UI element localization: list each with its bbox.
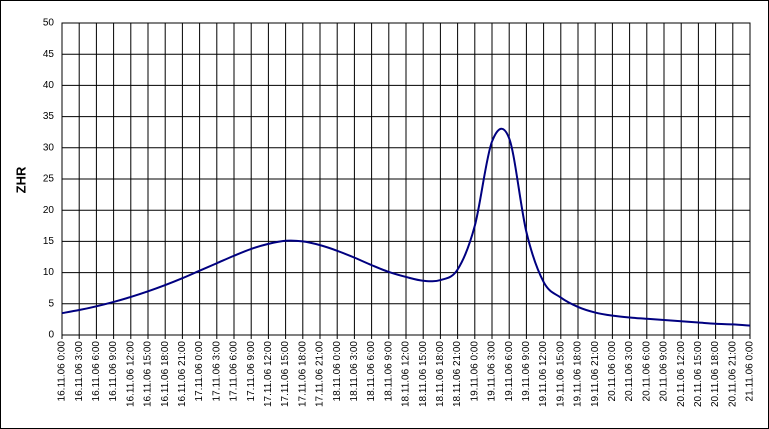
x-tick-label: 16.11.06 3:00	[74, 341, 85, 402]
x-tick-label: 16.11.06 12:00	[125, 341, 136, 407]
x-tick-label: 20.11.06 0:00	[607, 341, 618, 402]
y-tick-label: 15	[43, 236, 55, 247]
x-tick-label: 19.11.06 9:00	[521, 341, 532, 402]
x-tick-label: 17.11.06 3:00	[211, 341, 222, 402]
y-tick-label: 45	[43, 49, 55, 60]
x-tick-label: 18.11.06 6:00	[366, 341, 377, 402]
x-tick-label: 18.11.06 3:00	[349, 341, 360, 402]
x-tick-label: 18.11.06 21:00	[452, 341, 463, 407]
y-tick-label: 0	[48, 330, 54, 341]
y-tick-label: 5	[48, 298, 54, 309]
x-tick-label: 18.11.06 18:00	[435, 341, 446, 407]
x-tick-label: 18.11.06 9:00	[383, 341, 394, 402]
y-tick-label: 40	[43, 80, 55, 91]
x-tick-label: 16.11.06 21:00	[177, 341, 188, 407]
y-tick-label: 35	[43, 111, 55, 122]
x-tick-label: 17.11.06 6:00	[229, 341, 240, 402]
x-tick-label: 19.11.06 0:00	[469, 341, 480, 402]
x-tick-label: 19.11.06 15:00	[555, 341, 566, 407]
x-tick-label: 17.11.06 0:00	[194, 341, 205, 402]
x-tick-label: 20.11.06 6:00	[641, 341, 652, 402]
x-tick-label: 17.11.06 21:00	[315, 341, 326, 407]
y-axis-label: ZHR	[13, 166, 28, 193]
x-tick-label: 20.11.06 3:00	[624, 341, 635, 402]
y-tick-label: 50	[43, 18, 55, 29]
x-tick-label: 18.11.06 15:00	[418, 341, 429, 407]
plot-frame	[61, 22, 751, 336]
x-tick-label: 21.11.06 0:00	[745, 341, 756, 402]
x-tick-label: 18.11.06 0:00	[332, 341, 343, 402]
x-tick-label: 17.11.06 12:00	[263, 341, 274, 407]
x-tick-label: 17.11.06 9:00	[246, 341, 257, 402]
x-tick-label: 16.11.06 9:00	[108, 341, 119, 402]
y-tick-label: 10	[43, 267, 55, 278]
x-tick-label: 19.11.06 21:00	[590, 341, 601, 407]
x-tick-label: 16.11.06 15:00	[143, 341, 154, 407]
x-tick-label: 19.11.06 12:00	[538, 341, 549, 407]
x-tick-label: 17.11.06 18:00	[297, 341, 308, 407]
x-tick-label: 16.11.06 0:00	[57, 341, 68, 402]
x-tick-label: 18.11.06 12:00	[401, 341, 412, 407]
x-tick-label: 19.11.06 3:00	[487, 341, 498, 402]
x-tick-label: 20.11.06 21:00	[727, 341, 738, 407]
x-tick-label: 20.11.06 12:00	[676, 341, 687, 407]
y-tick-label: 25	[43, 174, 55, 185]
x-tick-label: 20.11.06 9:00	[659, 341, 670, 402]
x-tick-label: 19.11.06 18:00	[573, 341, 584, 407]
x-tick-label: 20.11.06 18:00	[710, 341, 721, 407]
x-tick-label: 20.11.06 15:00	[693, 341, 704, 407]
x-tick-label: 16.11.06 6:00	[91, 341, 102, 402]
data-line	[61, 127, 751, 327]
y-tick-label: 30	[43, 142, 55, 153]
x-tick-label: 16.11.06 18:00	[160, 341, 171, 407]
x-tick-label: 19.11.06 6:00	[504, 341, 515, 402]
y-tick-label: 20	[43, 205, 55, 216]
x-tick-label: 17.11.06 15:00	[280, 341, 291, 407]
